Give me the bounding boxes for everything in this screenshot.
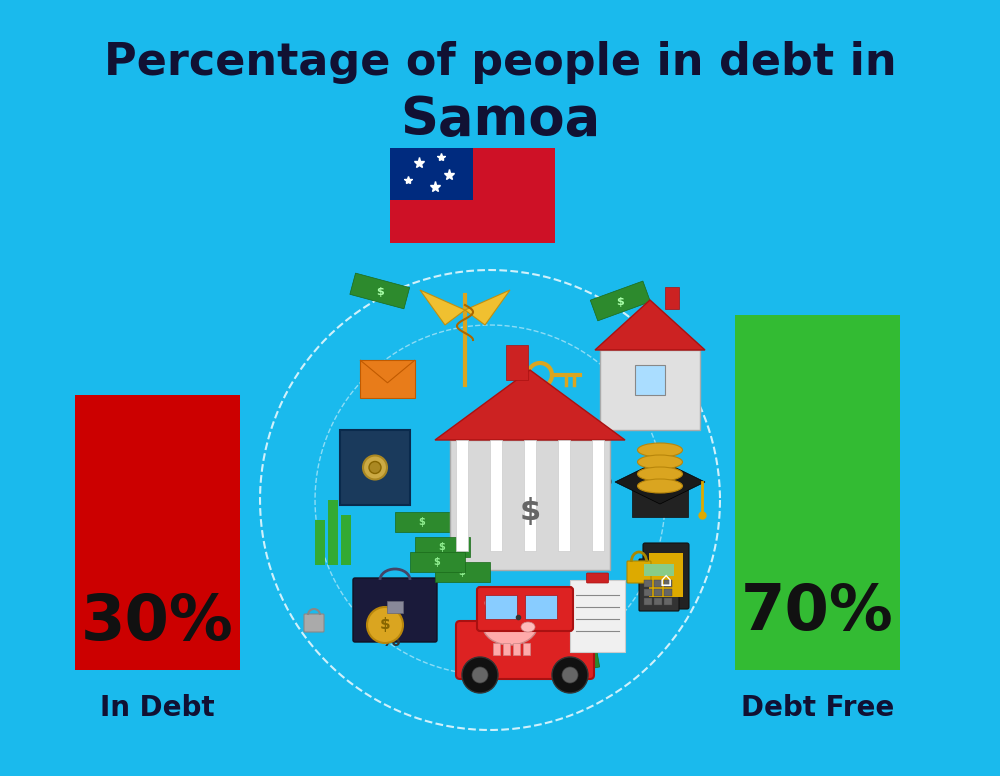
- FancyBboxPatch shape: [665, 287, 679, 309]
- FancyBboxPatch shape: [632, 482, 688, 517]
- FancyBboxPatch shape: [664, 589, 672, 596]
- Text: 70%: 70%: [741, 581, 894, 643]
- FancyBboxPatch shape: [75, 395, 240, 670]
- FancyBboxPatch shape: [644, 589, 652, 596]
- Circle shape: [367, 607, 403, 643]
- FancyBboxPatch shape: [315, 520, 325, 565]
- FancyBboxPatch shape: [558, 440, 570, 550]
- Ellipse shape: [638, 467, 682, 481]
- FancyBboxPatch shape: [649, 553, 683, 597]
- Text: %: %: [380, 630, 400, 650]
- Ellipse shape: [638, 455, 682, 469]
- FancyBboxPatch shape: [654, 589, 662, 596]
- Circle shape: [462, 657, 498, 693]
- Polygon shape: [420, 290, 465, 325]
- FancyBboxPatch shape: [600, 350, 700, 430]
- FancyBboxPatch shape: [664, 598, 672, 605]
- FancyBboxPatch shape: [654, 580, 662, 587]
- FancyBboxPatch shape: [627, 561, 651, 583]
- FancyBboxPatch shape: [586, 573, 608, 583]
- FancyBboxPatch shape: [635, 365, 665, 395]
- Ellipse shape: [482, 605, 538, 645]
- FancyBboxPatch shape: [340, 430, 410, 505]
- Polygon shape: [615, 460, 705, 504]
- Text: $: $: [380, 618, 390, 632]
- Text: $: $: [376, 287, 384, 297]
- Polygon shape: [595, 300, 705, 350]
- FancyBboxPatch shape: [639, 559, 679, 611]
- FancyBboxPatch shape: [390, 148, 555, 243]
- Text: $: $: [434, 557, 440, 567]
- Text: Percentage of people in debt in: Percentage of people in debt in: [104, 40, 896, 84]
- FancyBboxPatch shape: [644, 598, 652, 605]
- FancyBboxPatch shape: [590, 281, 650, 320]
- Ellipse shape: [485, 598, 499, 608]
- FancyBboxPatch shape: [525, 595, 557, 619]
- FancyBboxPatch shape: [350, 273, 410, 309]
- Circle shape: [363, 456, 387, 480]
- FancyBboxPatch shape: [395, 512, 450, 532]
- FancyBboxPatch shape: [435, 562, 490, 582]
- FancyBboxPatch shape: [644, 564, 674, 576]
- FancyBboxPatch shape: [341, 515, 351, 565]
- FancyBboxPatch shape: [654, 598, 662, 605]
- FancyBboxPatch shape: [644, 580, 652, 587]
- FancyBboxPatch shape: [328, 500, 338, 565]
- FancyBboxPatch shape: [493, 643, 500, 655]
- Text: 30%: 30%: [81, 591, 234, 653]
- FancyBboxPatch shape: [503, 643, 510, 655]
- FancyBboxPatch shape: [506, 345, 528, 380]
- Text: In Debt: In Debt: [100, 694, 215, 722]
- FancyBboxPatch shape: [643, 543, 689, 609]
- FancyBboxPatch shape: [570, 580, 625, 652]
- Circle shape: [552, 657, 588, 693]
- FancyBboxPatch shape: [390, 148, 473, 200]
- Polygon shape: [435, 370, 625, 440]
- FancyBboxPatch shape: [415, 537, 470, 557]
- Polygon shape: [465, 290, 510, 325]
- Text: $: $: [566, 657, 574, 667]
- Text: $: $: [519, 497, 541, 526]
- Circle shape: [562, 667, 578, 683]
- FancyBboxPatch shape: [485, 595, 517, 619]
- FancyBboxPatch shape: [410, 552, 465, 572]
- Text: %: %: [589, 470, 611, 490]
- FancyBboxPatch shape: [477, 587, 573, 631]
- FancyBboxPatch shape: [541, 646, 600, 677]
- FancyBboxPatch shape: [735, 315, 900, 670]
- FancyBboxPatch shape: [450, 440, 610, 570]
- FancyBboxPatch shape: [592, 440, 604, 550]
- FancyBboxPatch shape: [524, 440, 536, 550]
- FancyBboxPatch shape: [456, 621, 594, 679]
- Ellipse shape: [521, 622, 535, 632]
- FancyBboxPatch shape: [360, 360, 415, 398]
- FancyBboxPatch shape: [353, 578, 437, 642]
- FancyBboxPatch shape: [490, 440, 502, 550]
- Text: Samoa: Samoa: [400, 94, 600, 146]
- FancyBboxPatch shape: [523, 643, 530, 655]
- FancyBboxPatch shape: [304, 614, 324, 632]
- Circle shape: [369, 462, 381, 473]
- Ellipse shape: [638, 443, 682, 457]
- Circle shape: [472, 667, 488, 683]
- Text: $: $: [419, 517, 425, 527]
- FancyBboxPatch shape: [664, 580, 672, 587]
- Ellipse shape: [638, 479, 682, 493]
- Text: $: $: [459, 567, 465, 577]
- FancyBboxPatch shape: [513, 643, 520, 655]
- Text: ⌂: ⌂: [660, 570, 672, 590]
- Text: $: $: [439, 542, 445, 552]
- FancyBboxPatch shape: [456, 440, 468, 550]
- FancyBboxPatch shape: [387, 601, 403, 613]
- Text: $: $: [616, 297, 624, 307]
- Text: Debt Free: Debt Free: [741, 694, 894, 722]
